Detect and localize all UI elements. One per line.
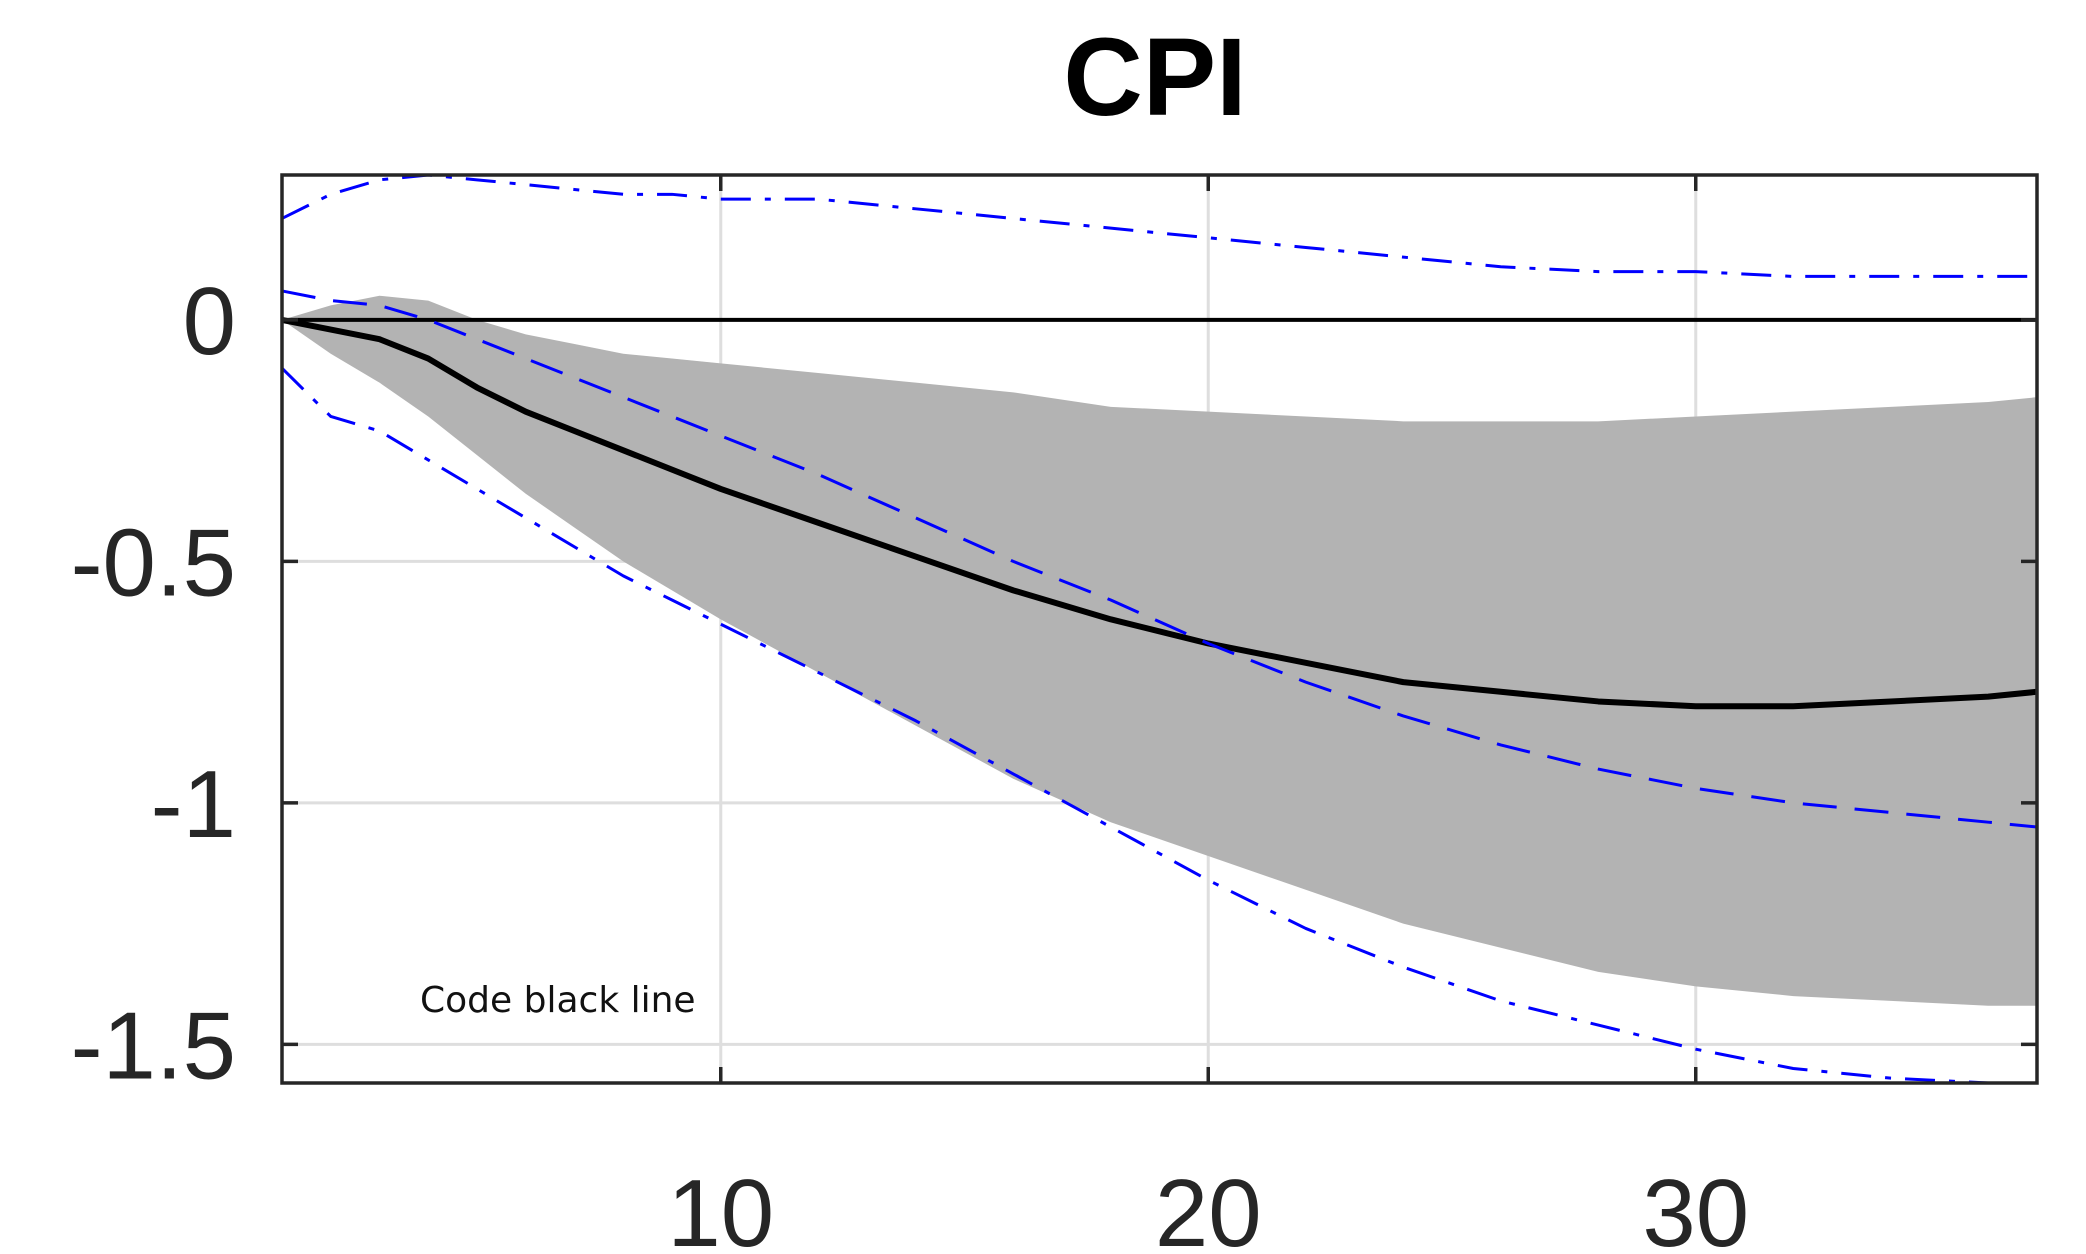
confidence-band — [282, 295, 2037, 1006]
x-tick-label: 20 — [1155, 1160, 1262, 1254]
y-tick-label: -1.5 — [71, 992, 236, 1099]
axis-ticks — [282, 175, 2037, 1083]
plot-frame — [280, 173, 2039, 1085]
x-tick-labels: 10 20 30 — [667, 1160, 1749, 1254]
series-line-4 — [280, 367, 2037, 1085]
band-area — [282, 295, 2037, 1006]
series-line-2 — [281, 289, 2038, 829]
chart-annotation: Code black line — [420, 980, 696, 1021]
x-tick-label: 10 — [667, 1160, 774, 1254]
x-tick-label: 30 — [1642, 1160, 1749, 1254]
y-tick-labels: 0 -0.5 -1 -1.5 — [71, 268, 236, 1099]
series-line-3 — [281, 173, 2037, 278]
chart-title: CPI — [1063, 16, 1246, 139]
series-line-1 — [281, 316, 2038, 710]
series-lines — [280, 173, 2038, 1085]
y-tick-label: 0 — [183, 268, 236, 375]
y-tick-label: -0.5 — [71, 509, 236, 616]
y-tick-label: -1 — [151, 751, 236, 858]
